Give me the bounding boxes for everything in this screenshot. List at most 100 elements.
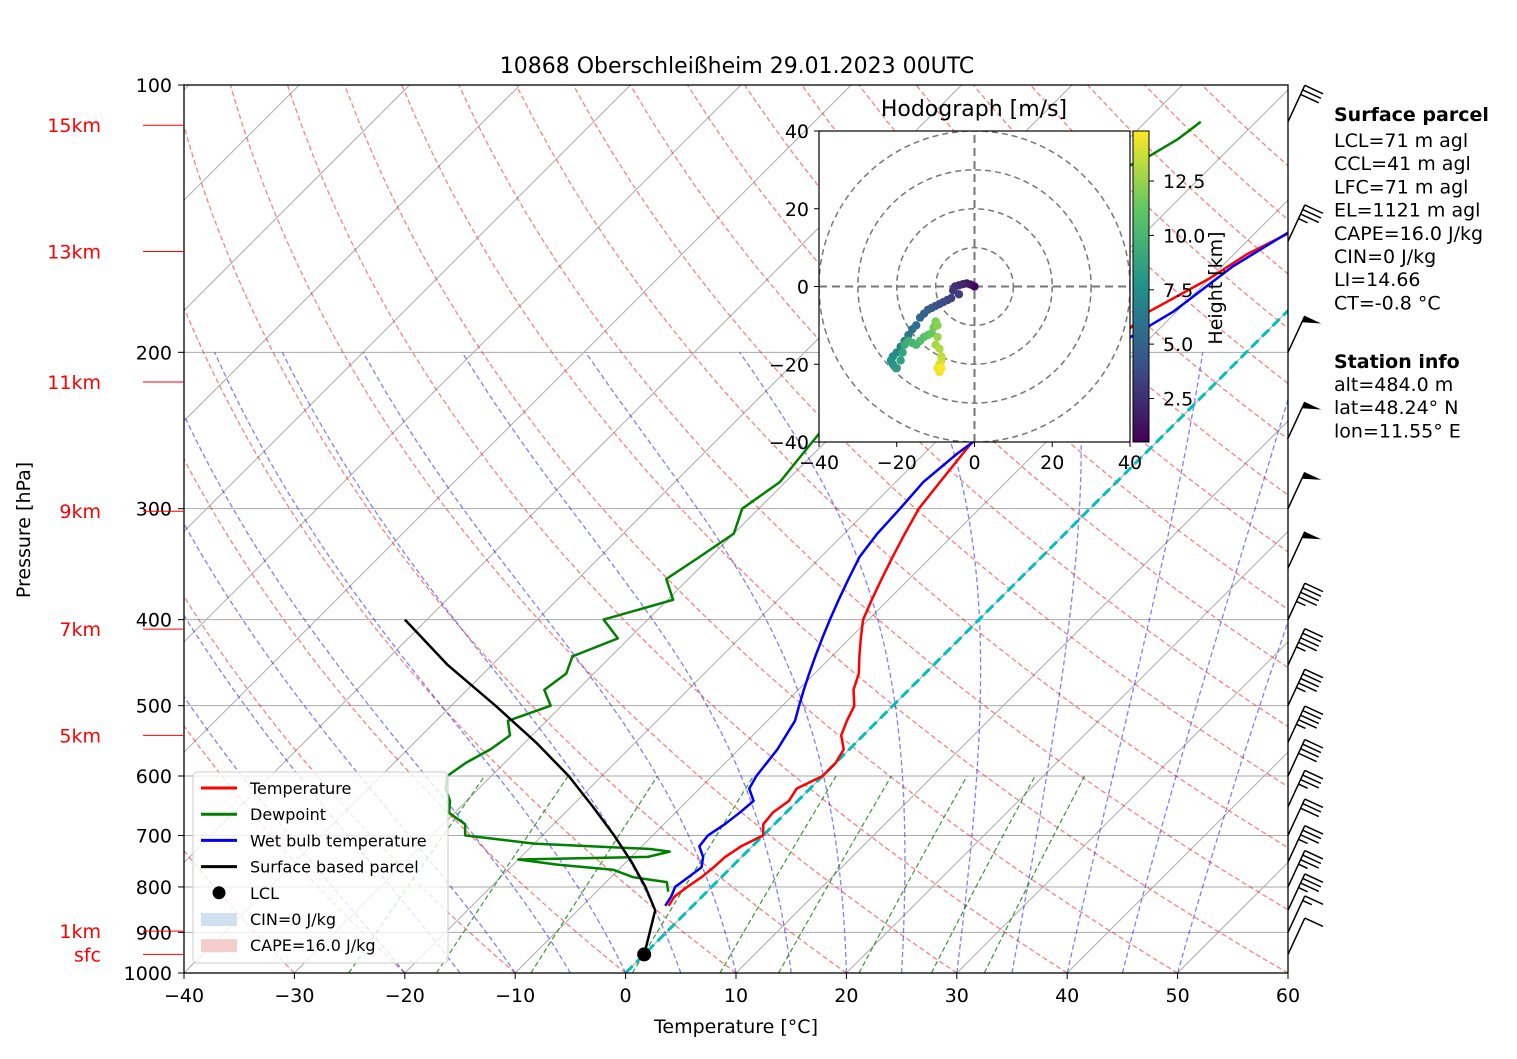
wind-barb-half (1298, 863, 1308, 870)
height-label: 5km (59, 725, 101, 747)
wind-barb-full (1302, 673, 1322, 683)
wind-barb-flags (1296, 582, 1324, 607)
wind-barb-full (1304, 84, 1324, 95)
hodograph-x-tick-label: 0 (968, 452, 980, 474)
wind-barb-full (1304, 738, 1324, 749)
hodograph-x-tick-label: −40 (799, 452, 839, 474)
wind-barb-flags (1301, 531, 1322, 540)
wind-barb-full (1304, 895, 1324, 906)
wind-barb-staff (1287, 895, 1306, 933)
mixing-ratio-line (631, 775, 755, 973)
surface-parcel-line: LFC=71 m agl (1334, 176, 1468, 198)
legend-label: Temperature (249, 779, 351, 798)
hodograph-title: Hodograph [m/s] (881, 97, 1067, 122)
legend-swatch-patch (201, 939, 237, 953)
mixing-ratio-line (858, 775, 968, 973)
x-tick-label: 10 (724, 985, 748, 1007)
legend-swatch-patch (201, 913, 237, 926)
height-label: 7km (59, 619, 101, 641)
wind-barb-half (1298, 783, 1308, 789)
wind-barb-full (1300, 858, 1320, 869)
height-label: 11km (47, 372, 101, 394)
wind-barb-full (1304, 824, 1324, 835)
x-tick-label: −40 (164, 985, 204, 1007)
wind-barb-full (1300, 213, 1320, 224)
wind-barb-full (1298, 719, 1318, 729)
wind-barb-staff (1287, 315, 1306, 353)
wind-barb-full (1302, 709, 1322, 720)
dry-adiabat (343, 85, 1178, 973)
x-tick-label: −30 (274, 985, 314, 1007)
legend: Temperature Dewpoint Wet bulb temperature S… (192, 771, 449, 964)
colorbar-tick-label: 10.0 (1163, 225, 1205, 247)
height-label: 1km (59, 921, 101, 943)
y-tick-label: 400 (136, 610, 172, 632)
hodograph-point (915, 313, 925, 322)
moist-adiabat (1176, 619, 1288, 973)
hodograph-point (896, 356, 905, 365)
dry-adiabat (229, 85, 958, 973)
moist-adiabat (214, 352, 627, 973)
y-axis-label: Pressure [hPa] (13, 462, 35, 598)
wind-barb-full (1304, 204, 1324, 215)
hodograph-point (937, 363, 946, 373)
wind-barb-full (1304, 582, 1324, 593)
wind-barb-full (1302, 587, 1322, 597)
y-tick-label: 900 (136, 922, 172, 944)
wind-barb-half (1296, 600, 1306, 607)
x-axis-label: Temperature [°C] (653, 1016, 818, 1038)
surface-parcel-line: LCL=71 m agl (1334, 130, 1468, 152)
wind-barb-full (1304, 705, 1324, 716)
chart-title: 10868 Oberschleißheim 29.01.2023 00UTC (500, 54, 975, 79)
wind-barb-full (1300, 591, 1320, 602)
colorbar-label: Height [km] (1205, 231, 1227, 344)
colorbar-tick-label: 7.5 (1163, 280, 1193, 302)
wind-barb-flags (1298, 824, 1324, 845)
hodograph-y-tick-label: −20 (769, 354, 809, 376)
station-info-line: lon=11.55° E (1334, 420, 1461, 442)
surface-parcel-heading: Surface parcel (1334, 104, 1489, 126)
isotherm-line (735, 420, 1288, 973)
isotherm-line (846, 530, 1288, 973)
y-axis-ticks: 100 200 300 400 500 600 700 800 900 1000 (124, 75, 184, 985)
wind-barb-full (1304, 873, 1324, 884)
wind-barb-pennant (1301, 315, 1322, 324)
wind-barb-staff (1287, 825, 1306, 863)
dry-adiabat (184, 306, 737, 973)
isotherm-line (625, 309, 1288, 973)
wind-barb-flags (1301, 315, 1322, 324)
wind-barb-full (1298, 641, 1318, 652)
wind-barb-staff (1287, 204, 1306, 242)
x-tick-label: 30 (945, 985, 969, 1007)
wind-barb-full (1300, 677, 1320, 688)
mixing-ratio-line (435, 775, 569, 973)
wind-barb-half (1296, 646, 1306, 652)
wind-barb-full (1302, 854, 1322, 865)
hodograph: Hodograph [m/s] −40 −20 0 20 40 −40 −20 0 20 40 2… (769, 97, 1227, 474)
surface-parcel-line: CAPE=16.0 J/kg (1334, 223, 1483, 245)
wind-barb-flags (1300, 84, 1324, 104)
wind-barb-staff (1287, 798, 1306, 836)
wind-barb-full (1302, 877, 1322, 888)
legend-label: CIN=0 J/kg (250, 910, 336, 929)
series-surface-based-parcel (403, 618, 657, 955)
colorbar-tick-label: 12.5 (1163, 171, 1205, 193)
surface-parcel-line: CCL=41 m agl (1334, 153, 1471, 175)
x-tick-label: −20 (385, 985, 425, 1007)
wind-barb-half (1298, 217, 1308, 224)
mixing-ratio-line (930, 775, 1036, 973)
wind-barb-flags (1298, 873, 1324, 893)
wind-barb-flags (1298, 769, 1324, 789)
moist-adiabat (461, 351, 792, 973)
wind-barb-full (1300, 778, 1320, 789)
wind-barb-full (1300, 807, 1320, 818)
height-label: 15km (47, 115, 101, 137)
wind-barb-flags (1296, 668, 1324, 693)
wind-barb-staff (1287, 770, 1306, 808)
wind-barb-half (1296, 686, 1306, 693)
isotherm-line (184, 85, 852, 753)
wind-barb-pennant (1301, 472, 1322, 480)
wind-barb-full (1304, 769, 1324, 780)
